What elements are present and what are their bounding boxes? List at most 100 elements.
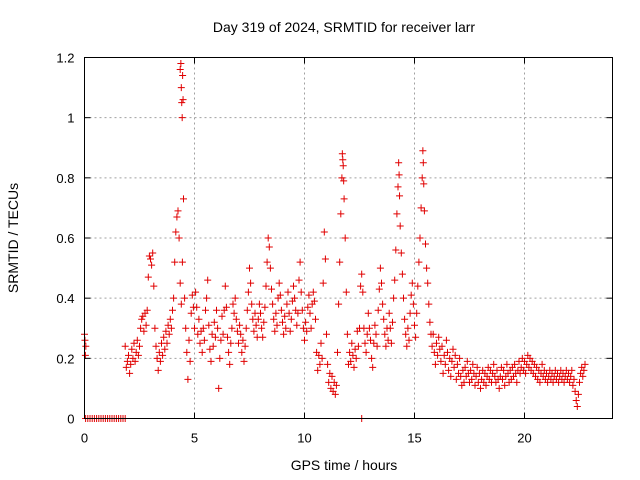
data-point — [230, 309, 238, 317]
data-point — [420, 180, 428, 188]
data-point — [152, 342, 160, 350]
data-point — [306, 309, 314, 317]
data-point — [233, 327, 241, 335]
data-point — [167, 324, 175, 332]
data-point — [411, 321, 418, 329]
data-point — [442, 336, 450, 344]
data-point — [169, 306, 176, 314]
x-axis-label: GPS time / hours — [291, 457, 398, 473]
data-point — [384, 336, 392, 344]
data-point — [365, 324, 373, 332]
data-point — [373, 342, 381, 350]
data-point — [354, 342, 362, 350]
data-point — [536, 378, 544, 386]
data-point — [257, 309, 264, 317]
data-point — [150, 282, 158, 290]
x-tick-label: 5 — [191, 431, 198, 446]
data-point — [328, 372, 336, 380]
data-point — [166, 315, 174, 323]
data-point — [358, 270, 366, 278]
data-point — [403, 342, 411, 350]
data-point — [293, 321, 301, 329]
data-point — [179, 72, 187, 80]
data-point — [238, 348, 246, 356]
data-point — [363, 330, 371, 338]
data-point — [500, 366, 508, 374]
data-point — [323, 330, 330, 338]
data-point — [391, 276, 399, 284]
data-point — [270, 315, 278, 323]
data-point — [160, 333, 168, 341]
data-point — [183, 348, 191, 356]
data-point — [357, 282, 365, 290]
data-point — [252, 321, 260, 329]
data-point — [393, 210, 401, 218]
data-point — [335, 300, 343, 308]
data-point — [324, 360, 332, 368]
data-point — [419, 147, 427, 155]
data-point — [368, 354, 376, 362]
data-point — [121, 342, 129, 350]
data-point — [206, 345, 214, 353]
data-point — [178, 114, 186, 122]
data-point — [375, 285, 383, 293]
data-point — [131, 357, 139, 365]
y-tick-label: 0.2 — [56, 351, 74, 366]
data-point — [422, 240, 429, 248]
data-point — [359, 288, 367, 296]
data-point — [579, 372, 587, 380]
data-point — [138, 315, 146, 323]
data-point — [215, 384, 223, 392]
data-point — [213, 306, 220, 314]
data-point — [348, 339, 356, 347]
data-point — [310, 297, 318, 305]
data-point — [340, 177, 348, 185]
data-point — [151, 324, 159, 332]
data-point — [337, 210, 345, 218]
data-point — [467, 366, 475, 374]
data-point — [182, 324, 190, 332]
y-tick-label: 0.8 — [56, 171, 74, 186]
data-point — [351, 345, 359, 353]
data-point — [149, 249, 157, 257]
data-point — [395, 159, 403, 167]
data-point — [174, 207, 182, 215]
data-point — [451, 351, 459, 359]
data-point — [216, 354, 224, 362]
data-point — [493, 366, 501, 374]
data-point — [370, 339, 378, 347]
data-point — [187, 309, 195, 317]
data-point — [400, 294, 407, 302]
data-point — [228, 324, 236, 332]
data-point — [362, 348, 370, 356]
data-point — [573, 402, 581, 410]
data-point — [235, 339, 242, 347]
data-point — [130, 339, 138, 347]
data-point — [237, 330, 245, 338]
data-point — [434, 351, 442, 359]
data-point — [172, 228, 180, 236]
data-point — [246, 264, 253, 272]
data-point — [463, 357, 471, 365]
data-point — [217, 336, 225, 344]
data-point — [242, 324, 250, 332]
data-point — [425, 300, 433, 308]
data-point — [437, 357, 445, 365]
data-point — [318, 354, 326, 362]
data-point — [426, 318, 434, 326]
data-point — [297, 288, 305, 296]
data-point — [259, 333, 267, 341]
data-point — [396, 192, 404, 200]
data-point — [395, 171, 403, 179]
data-point — [266, 264, 274, 272]
y-tick-label: 0.4 — [56, 291, 74, 306]
data-point — [271, 327, 279, 335]
data-point — [194, 330, 202, 338]
data-point — [581, 360, 589, 368]
data-point — [302, 318, 310, 326]
data-point — [473, 363, 481, 371]
data-point — [153, 354, 161, 362]
data-point — [447, 372, 455, 380]
data-point — [418, 174, 426, 182]
